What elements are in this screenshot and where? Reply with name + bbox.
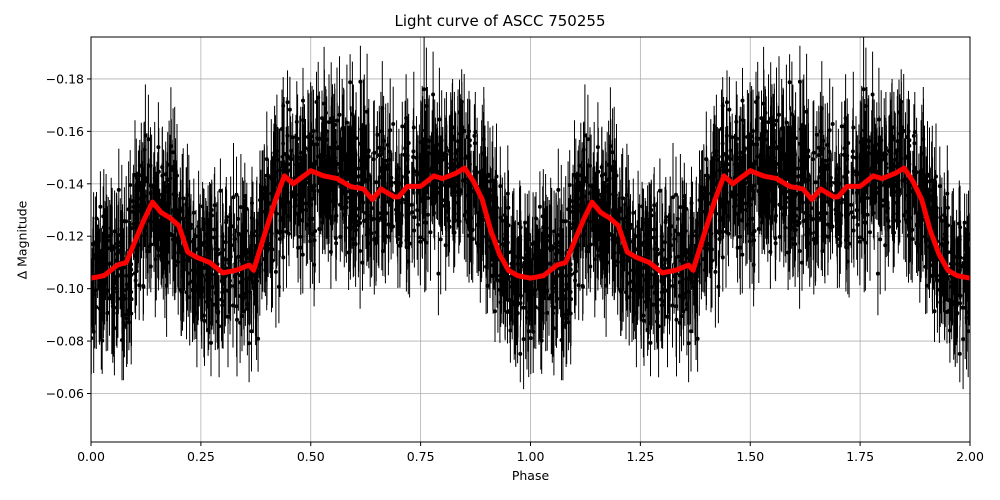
y-axis-ticks: −0.18 −0.16 −0.14 −0.12 −0.10 −0.08 −0.06 [46,71,91,401]
y-tick-label: −0.10 [46,281,84,296]
y-tick-label: −0.16 [46,124,84,139]
x-tick-label: 0.75 [407,449,435,464]
y-tick-label: −0.18 [46,71,84,86]
x-tick-label: 1.00 [517,449,545,464]
model-curve [91,165,970,281]
x-tick-label: 0.50 [297,449,325,464]
y-tick-label: −0.06 [46,386,84,401]
y-axis-label: Δ Magnitude [14,200,30,280]
x-tick-label: 0.25 [187,449,215,464]
chart-title: Light curve of ASCC 750255 [394,12,606,30]
x-tick-label: 1.25 [626,449,654,464]
x-tick-label: 0.00 [77,449,105,464]
x-axis-ticks: 0.00 0.25 0.50 0.75 1.00 1.25 1.50 1.75 2.00 [77,442,984,464]
x-tick-label: 2.00 [956,449,984,464]
y-tick-label: −0.14 [46,176,84,191]
x-tick-label: 1.75 [846,449,874,464]
y-tick-label: −0.12 [46,229,84,244]
y-tick-label: −0.08 [46,334,84,349]
x-axis-label: Phase [511,468,550,483]
x-tick-label: 1.50 [736,449,764,464]
